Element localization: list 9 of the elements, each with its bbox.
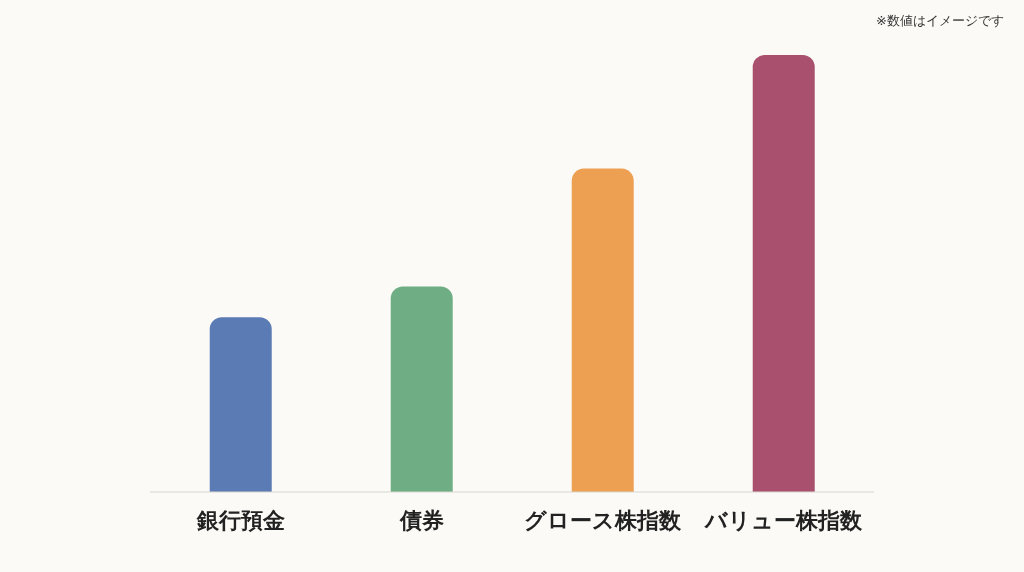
text: ※数値はイメージです [876,12,1004,30]
bar [209,317,272,492]
bar [390,286,453,492]
bar [752,55,815,492]
bar [571,168,634,492]
x-tick-label: 銀行預金 [195,507,285,533]
x-tick-label: 債券 [398,507,444,533]
x-tick-label: バリュー株指数 [703,507,863,533]
x-tick-label: グロース株指数 [524,507,682,533]
